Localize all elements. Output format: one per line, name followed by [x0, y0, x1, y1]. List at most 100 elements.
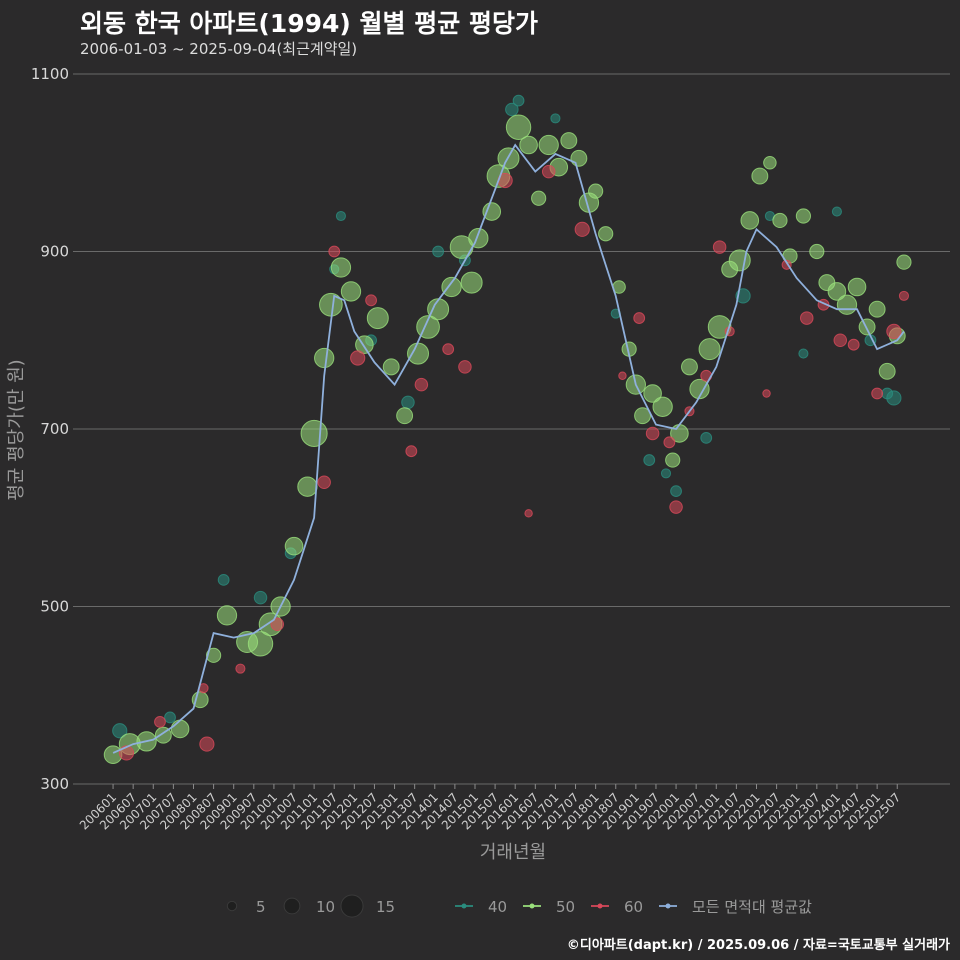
- point-area-40: [660, 468, 672, 479]
- legend-label-50: 50: [556, 898, 575, 916]
- point-area-50: [598, 226, 614, 242]
- y-axis-label: 평균 평당가(만 원): [6, 359, 27, 500]
- point-area-50: [763, 156, 777, 170]
- point-area-50: [896, 254, 912, 270]
- size-legend-circle: [283, 897, 301, 915]
- point-area-50: [284, 536, 304, 556]
- size-legend-circle: [226, 900, 238, 912]
- point-area-50: [396, 407, 414, 425]
- point-area-50: [382, 358, 400, 376]
- point-area-60: [458, 360, 472, 374]
- point-area-50: [519, 135, 538, 155]
- point-area-60: [800, 311, 814, 325]
- gridlines: [73, 73, 950, 785]
- average-line: [112, 143, 905, 754]
- point-area-50: [205, 647, 222, 663]
- point-area-50: [588, 183, 604, 199]
- point-area-50: [847, 277, 867, 297]
- point-area-40: [831, 206, 842, 217]
- point-area-50: [858, 318, 876, 336]
- point-area-50: [795, 208, 812, 224]
- point-area-60: [886, 323, 902, 339]
- point-area-50: [531, 190, 547, 206]
- point-area-60: [541, 164, 556, 179]
- x-axis: 2006012006072007012007072008012008072009…: [77, 784, 903, 833]
- chart-subtitle: 2006-01-03 ~ 2025-09-04(최근계약일): [80, 40, 358, 58]
- point-area-50: [319, 292, 343, 317]
- point-area-60: [574, 221, 590, 237]
- point-area-40: [217, 573, 230, 586]
- point-area-50: [809, 243, 825, 260]
- point-area-60: [154, 715, 166, 728]
- point-area-50: [827, 282, 847, 301]
- point-area-50: [340, 281, 362, 302]
- point-area-50: [538, 134, 559, 156]
- point-area-50: [652, 396, 673, 417]
- legend-dot-40: [461, 903, 467, 909]
- point-area-60: [328, 245, 341, 258]
- size-legend-label: 5: [256, 898, 266, 916]
- point-area-50: [468, 228, 489, 249]
- point-area-60: [350, 350, 366, 366]
- average-line-group: [112, 143, 905, 754]
- data-points: [103, 94, 912, 765]
- point-area-60: [199, 736, 215, 752]
- credit-text: ©디아파트(dapt.kr) / 2025.09.06 / 자료=국토교통부 실…: [566, 938, 950, 953]
- size-legend-label: 15: [376, 898, 395, 916]
- legend-dot-50: [529, 903, 535, 909]
- point-area-50: [681, 358, 698, 376]
- point-area-50: [366, 307, 389, 330]
- point-area-50: [330, 257, 352, 278]
- point-area-50: [216, 605, 238, 626]
- point-area-50: [751, 167, 769, 185]
- point-area-40: [550, 113, 561, 124]
- y-tick-label: 900: [40, 243, 69, 261]
- point-area-50: [740, 211, 760, 230]
- y-tick-label: 1100: [31, 65, 69, 83]
- point-area-50: [772, 212, 788, 229]
- point-area-60: [633, 312, 646, 324]
- point-area-50: [314, 347, 335, 369]
- point-area-60: [524, 509, 533, 518]
- x-axis-label: 거래년월: [480, 842, 546, 863]
- point-area-60: [871, 387, 884, 400]
- point-area-50: [728, 249, 751, 272]
- legend-label-60: 60: [624, 898, 643, 916]
- point-area-60: [317, 475, 331, 489]
- legend-label-avg: 모든 면적대 평균값: [692, 898, 812, 916]
- point-area-50: [570, 149, 588, 167]
- point-area-60: [762, 389, 771, 398]
- point-area-60: [712, 240, 727, 254]
- point-area-60: [235, 663, 246, 674]
- y-tick-labels: 300 500 700 900 1100: [31, 65, 69, 793]
- y-tick-label: 700: [40, 420, 69, 438]
- point-area-50: [868, 300, 886, 318]
- point-area-50: [878, 362, 896, 380]
- point-area-40: [432, 245, 445, 258]
- point-area-60: [270, 617, 285, 631]
- point-area-50: [427, 298, 450, 321]
- legend-label-40: 40: [488, 898, 507, 916]
- point-area-50: [247, 631, 274, 657]
- size-legend-circle: [340, 894, 364, 918]
- point-area-40: [798, 348, 809, 359]
- point-area-50: [460, 271, 483, 294]
- point-area-50: [482, 202, 502, 221]
- point-area-40: [253, 590, 268, 605]
- point-area-60: [669, 500, 683, 514]
- point-area-60: [645, 426, 660, 441]
- point-area-50: [643, 384, 662, 403]
- point-area-50: [170, 719, 190, 739]
- point-area-40: [505, 102, 519, 117]
- point-area-40: [670, 485, 682, 498]
- point-area-50: [560, 132, 578, 150]
- point-area-60: [405, 445, 418, 458]
- point-area-50: [297, 476, 318, 497]
- point-area-50: [407, 342, 430, 365]
- point-area-40: [643, 454, 656, 466]
- point-area-60: [618, 371, 627, 380]
- point-area-40: [886, 390, 902, 406]
- point-area-40: [112, 723, 128, 739]
- point-area-60: [847, 338, 860, 351]
- size-legend-label: 10: [316, 898, 335, 916]
